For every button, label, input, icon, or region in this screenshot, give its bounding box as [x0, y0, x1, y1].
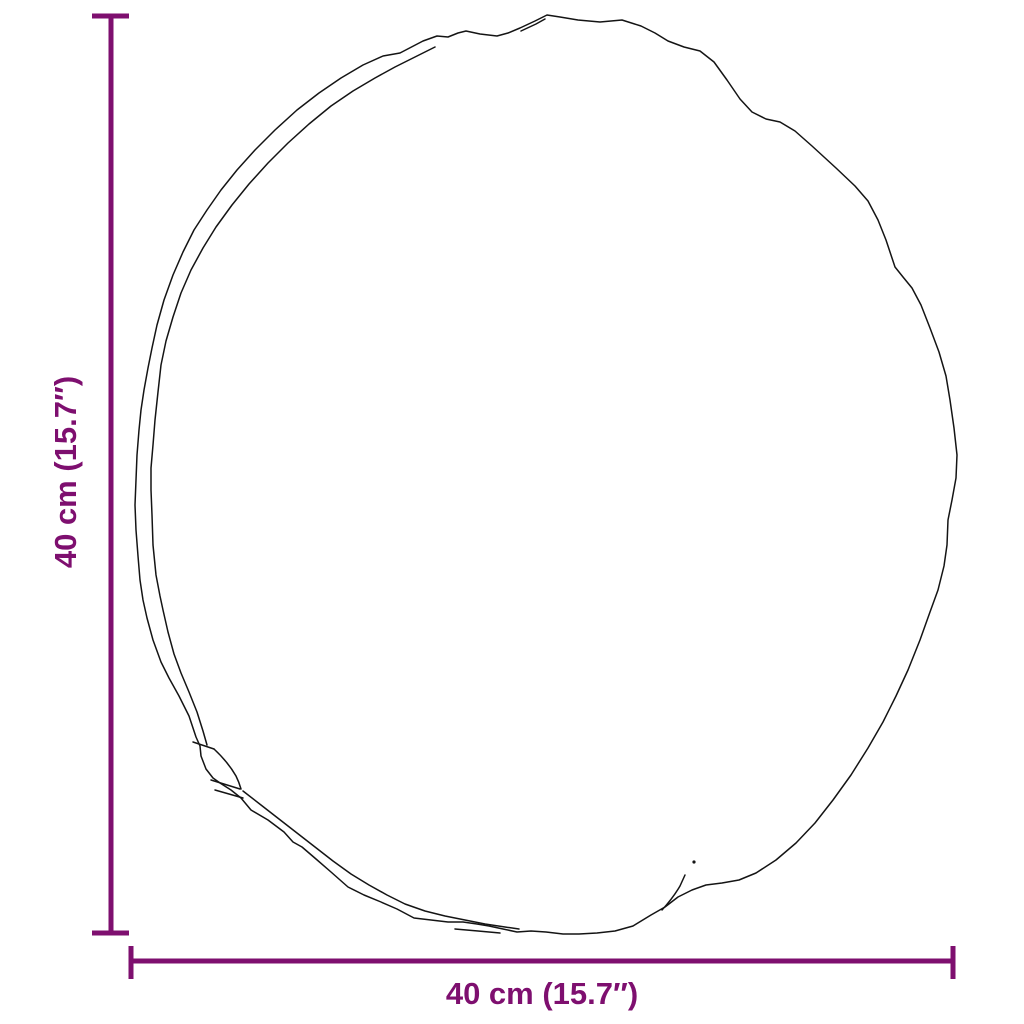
stitch-dot	[692, 860, 696, 864]
bottom-seam-segment	[454, 928, 501, 934]
fold-detail	[213, 748, 242, 790]
fold-crease-2	[214, 789, 244, 799]
fold-crease-1	[210, 779, 241, 790]
outer-edge	[134, 14, 958, 935]
product-outline	[134, 14, 958, 935]
seam-line-lower	[242, 790, 520, 930]
fold-pinch-line	[192, 741, 215, 750]
seam-line-upper	[150, 46, 436, 746]
top-seam-segment	[520, 18, 546, 32]
dimension-lines	[92, 13, 956, 979]
height-dimension-label: 40 cm (15.7″)	[48, 376, 83, 568]
stitch-branch	[661, 874, 686, 911]
width-dimension-label: 40 cm (15.7″)	[446, 976, 638, 1011]
